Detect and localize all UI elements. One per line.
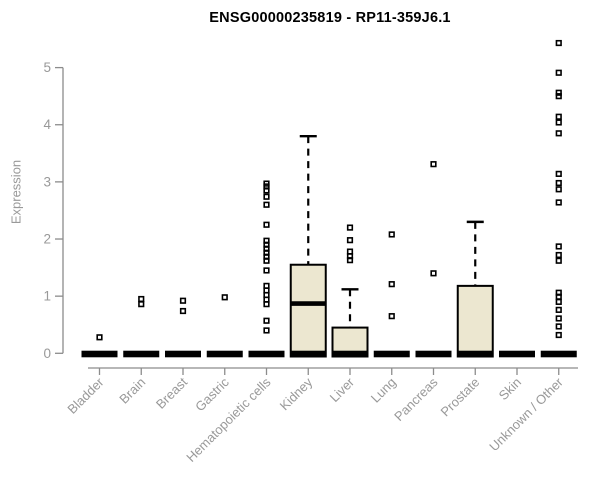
outlier-point <box>555 293 562 300</box>
zero-median-bar-Prostate <box>457 350 494 358</box>
zero-median-bar-Pancreas <box>415 350 452 358</box>
outlier-point <box>388 281 395 288</box>
y-tick-label: 4 <box>43 117 51 132</box>
outlier-point <box>263 267 270 274</box>
outlier-point <box>555 89 562 96</box>
zero-median-bar-Skin <box>499 350 535 358</box>
category-label: Skin <box>496 375 524 403</box>
outlier-point <box>555 93 562 100</box>
outlier-point <box>263 257 270 264</box>
outlier-point <box>388 313 395 320</box>
outlier-point <box>346 224 354 231</box>
category-label: Kidney <box>277 374 316 413</box>
outlier-point <box>221 294 228 301</box>
outlier-point <box>555 39 562 47</box>
category-label: Unknown / Other <box>486 374 566 454</box>
outlier-point <box>555 323 562 330</box>
outlier-point <box>346 257 354 264</box>
outlier-point <box>555 113 562 120</box>
outlier-point <box>263 317 270 324</box>
zero-median-bar-Breast <box>165 350 201 358</box>
outlier-point <box>555 243 562 250</box>
outlier-point <box>555 306 562 313</box>
y-tick-label: 3 <box>43 174 51 189</box>
category-label: Breast <box>153 374 190 411</box>
zero-median-bar-Kidney <box>290 350 327 358</box>
outlier-point <box>346 237 354 244</box>
zero-median-bar-Unknown / Other <box>540 350 577 358</box>
outlier-point <box>555 179 562 187</box>
outlier-point <box>555 298 562 305</box>
outlier-point <box>555 186 562 193</box>
outlier-point <box>263 187 270 194</box>
box-Prostate <box>456 284 494 358</box>
outlier-point <box>388 231 395 238</box>
y-tick-label: 0 <box>43 346 51 361</box>
outlier-point <box>179 307 187 315</box>
outlier-point <box>263 193 270 200</box>
y-tick-label: 1 <box>43 289 51 304</box>
outlier-point <box>263 201 270 208</box>
outlier-point <box>263 327 270 334</box>
outlier-point <box>555 69 562 76</box>
category-label: Bladder <box>64 374 107 417</box>
zero-median-bar-Bladder <box>81 350 118 358</box>
outlier-point <box>138 301 145 308</box>
outlier-point <box>555 251 562 259</box>
category-label: Prostate <box>438 375 483 420</box>
category-label: Gastric <box>192 374 232 414</box>
outlier-point <box>555 257 562 264</box>
zero-median-bar-Lung <box>373 350 410 358</box>
category-label: Brain <box>116 375 148 407</box>
y-tick-label: 2 <box>43 232 51 247</box>
outlier-point <box>263 301 270 308</box>
chart-title: ENSG00000235819 - RP11-359J6.1 <box>209 10 451 26</box>
y-tick-label: 5 <box>43 60 51 75</box>
outlier-point <box>555 170 562 177</box>
outlier-point <box>555 315 562 322</box>
outlier-point <box>555 130 562 137</box>
category-label: Lung <box>368 375 399 406</box>
outlier-point <box>555 331 562 339</box>
zero-median-bar-Liver <box>332 350 368 358</box>
outlier-point <box>179 297 187 304</box>
category-label: Pancreas <box>391 374 441 424</box>
outlier-point <box>555 199 562 206</box>
outlier-point <box>430 161 437 168</box>
outlier-point <box>138 295 145 303</box>
outlier-point <box>555 119 562 126</box>
outlier-point <box>430 270 437 277</box>
outlier-point <box>263 221 270 228</box>
zero-median-bar-Hematopoietic cells <box>248 350 285 358</box>
outlier-point <box>96 334 103 341</box>
zero-median-bar-Brain <box>123 350 160 358</box>
box-Kidney <box>289 263 327 358</box>
category-label: Liver <box>327 374 358 405</box>
zero-median-bar-Gastric <box>206 350 243 358</box>
